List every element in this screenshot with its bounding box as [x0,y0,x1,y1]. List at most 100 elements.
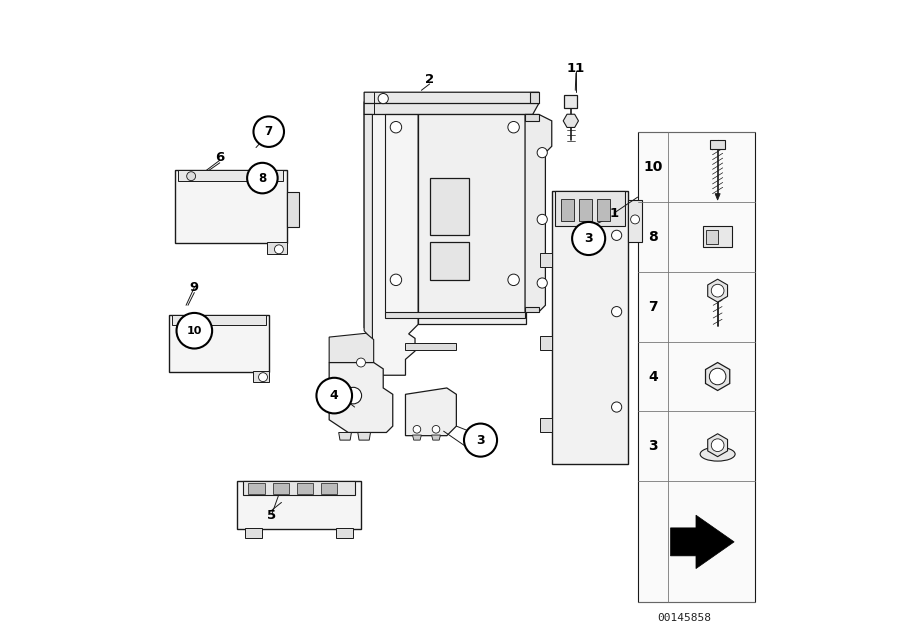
Polygon shape [429,242,469,280]
Bar [562,199,574,221]
Bar [245,528,263,538]
Polygon shape [563,114,579,127]
Bar [579,199,592,221]
Bar [710,140,725,149]
Polygon shape [412,435,421,440]
Polygon shape [525,114,552,312]
Text: 8: 8 [648,230,658,244]
Circle shape [631,215,640,224]
Bar [243,481,355,495]
Polygon shape [364,92,539,114]
Circle shape [391,121,401,133]
Bar [286,192,300,227]
Bar [169,315,269,372]
Circle shape [254,116,284,147]
Circle shape [537,148,547,158]
Polygon shape [329,363,392,432]
Bar [703,226,732,247]
Bar [597,199,609,221]
Polygon shape [706,363,730,391]
Polygon shape [707,279,727,302]
Circle shape [258,373,267,382]
Polygon shape [432,435,440,440]
Ellipse shape [700,447,735,461]
Text: 4: 4 [330,389,338,402]
Text: 3: 3 [648,439,658,453]
Polygon shape [525,114,539,121]
Circle shape [537,214,547,225]
Polygon shape [385,312,525,318]
Circle shape [317,378,352,413]
Polygon shape [670,515,734,569]
Bar [237,481,361,529]
Text: 11: 11 [567,62,585,74]
Polygon shape [716,193,720,200]
Circle shape [537,278,547,288]
Circle shape [356,358,365,367]
Text: 00145858: 00145858 [657,613,711,623]
Bar [637,132,755,602]
Circle shape [432,425,440,433]
Text: 8: 8 [258,172,266,184]
Text: 3: 3 [584,232,593,245]
Bar [273,483,289,494]
Polygon shape [364,114,373,340]
Circle shape [611,402,622,412]
Bar [297,483,313,494]
Bar [321,483,338,494]
Circle shape [391,274,401,286]
Circle shape [345,387,362,404]
Bar [178,170,284,181]
Bar [628,200,642,242]
Bar [254,371,269,382]
Bar [540,418,552,432]
Bar [176,170,286,243]
Polygon shape [329,333,373,363]
Bar [267,242,286,254]
Text: 5: 5 [267,509,276,522]
Circle shape [709,368,726,385]
Bar [540,336,552,350]
Circle shape [378,93,388,104]
Bar [540,253,552,267]
Text: 7: 7 [265,125,273,138]
Circle shape [266,172,275,181]
Polygon shape [338,432,351,440]
Circle shape [464,424,497,457]
Bar [564,95,577,108]
Circle shape [611,307,622,317]
Polygon shape [429,178,469,235]
Polygon shape [358,432,371,440]
Circle shape [413,425,420,433]
Bar [706,230,718,244]
Text: 2: 2 [425,73,434,86]
Text: 7: 7 [648,300,658,314]
Circle shape [248,163,277,193]
Polygon shape [418,103,526,324]
Polygon shape [406,343,456,350]
Circle shape [572,222,605,255]
Polygon shape [525,307,539,312]
Bar [555,191,625,226]
Polygon shape [406,388,456,436]
Text: 9: 9 [190,281,199,294]
Circle shape [711,284,724,297]
Text: 10: 10 [644,160,662,174]
Circle shape [508,121,519,133]
Circle shape [274,245,284,254]
Circle shape [508,274,519,286]
Circle shape [611,230,622,240]
Circle shape [176,313,212,349]
Text: 4: 4 [648,370,658,384]
Polygon shape [529,92,539,103]
Text: 10: 10 [186,326,202,336]
Polygon shape [707,434,727,457]
Bar [552,191,628,464]
Bar [336,528,354,538]
Circle shape [711,439,724,452]
Text: 3: 3 [476,434,485,446]
Polygon shape [364,102,418,375]
Text: 6: 6 [215,151,224,164]
Text: 1: 1 [609,207,618,219]
Circle shape [186,172,195,181]
